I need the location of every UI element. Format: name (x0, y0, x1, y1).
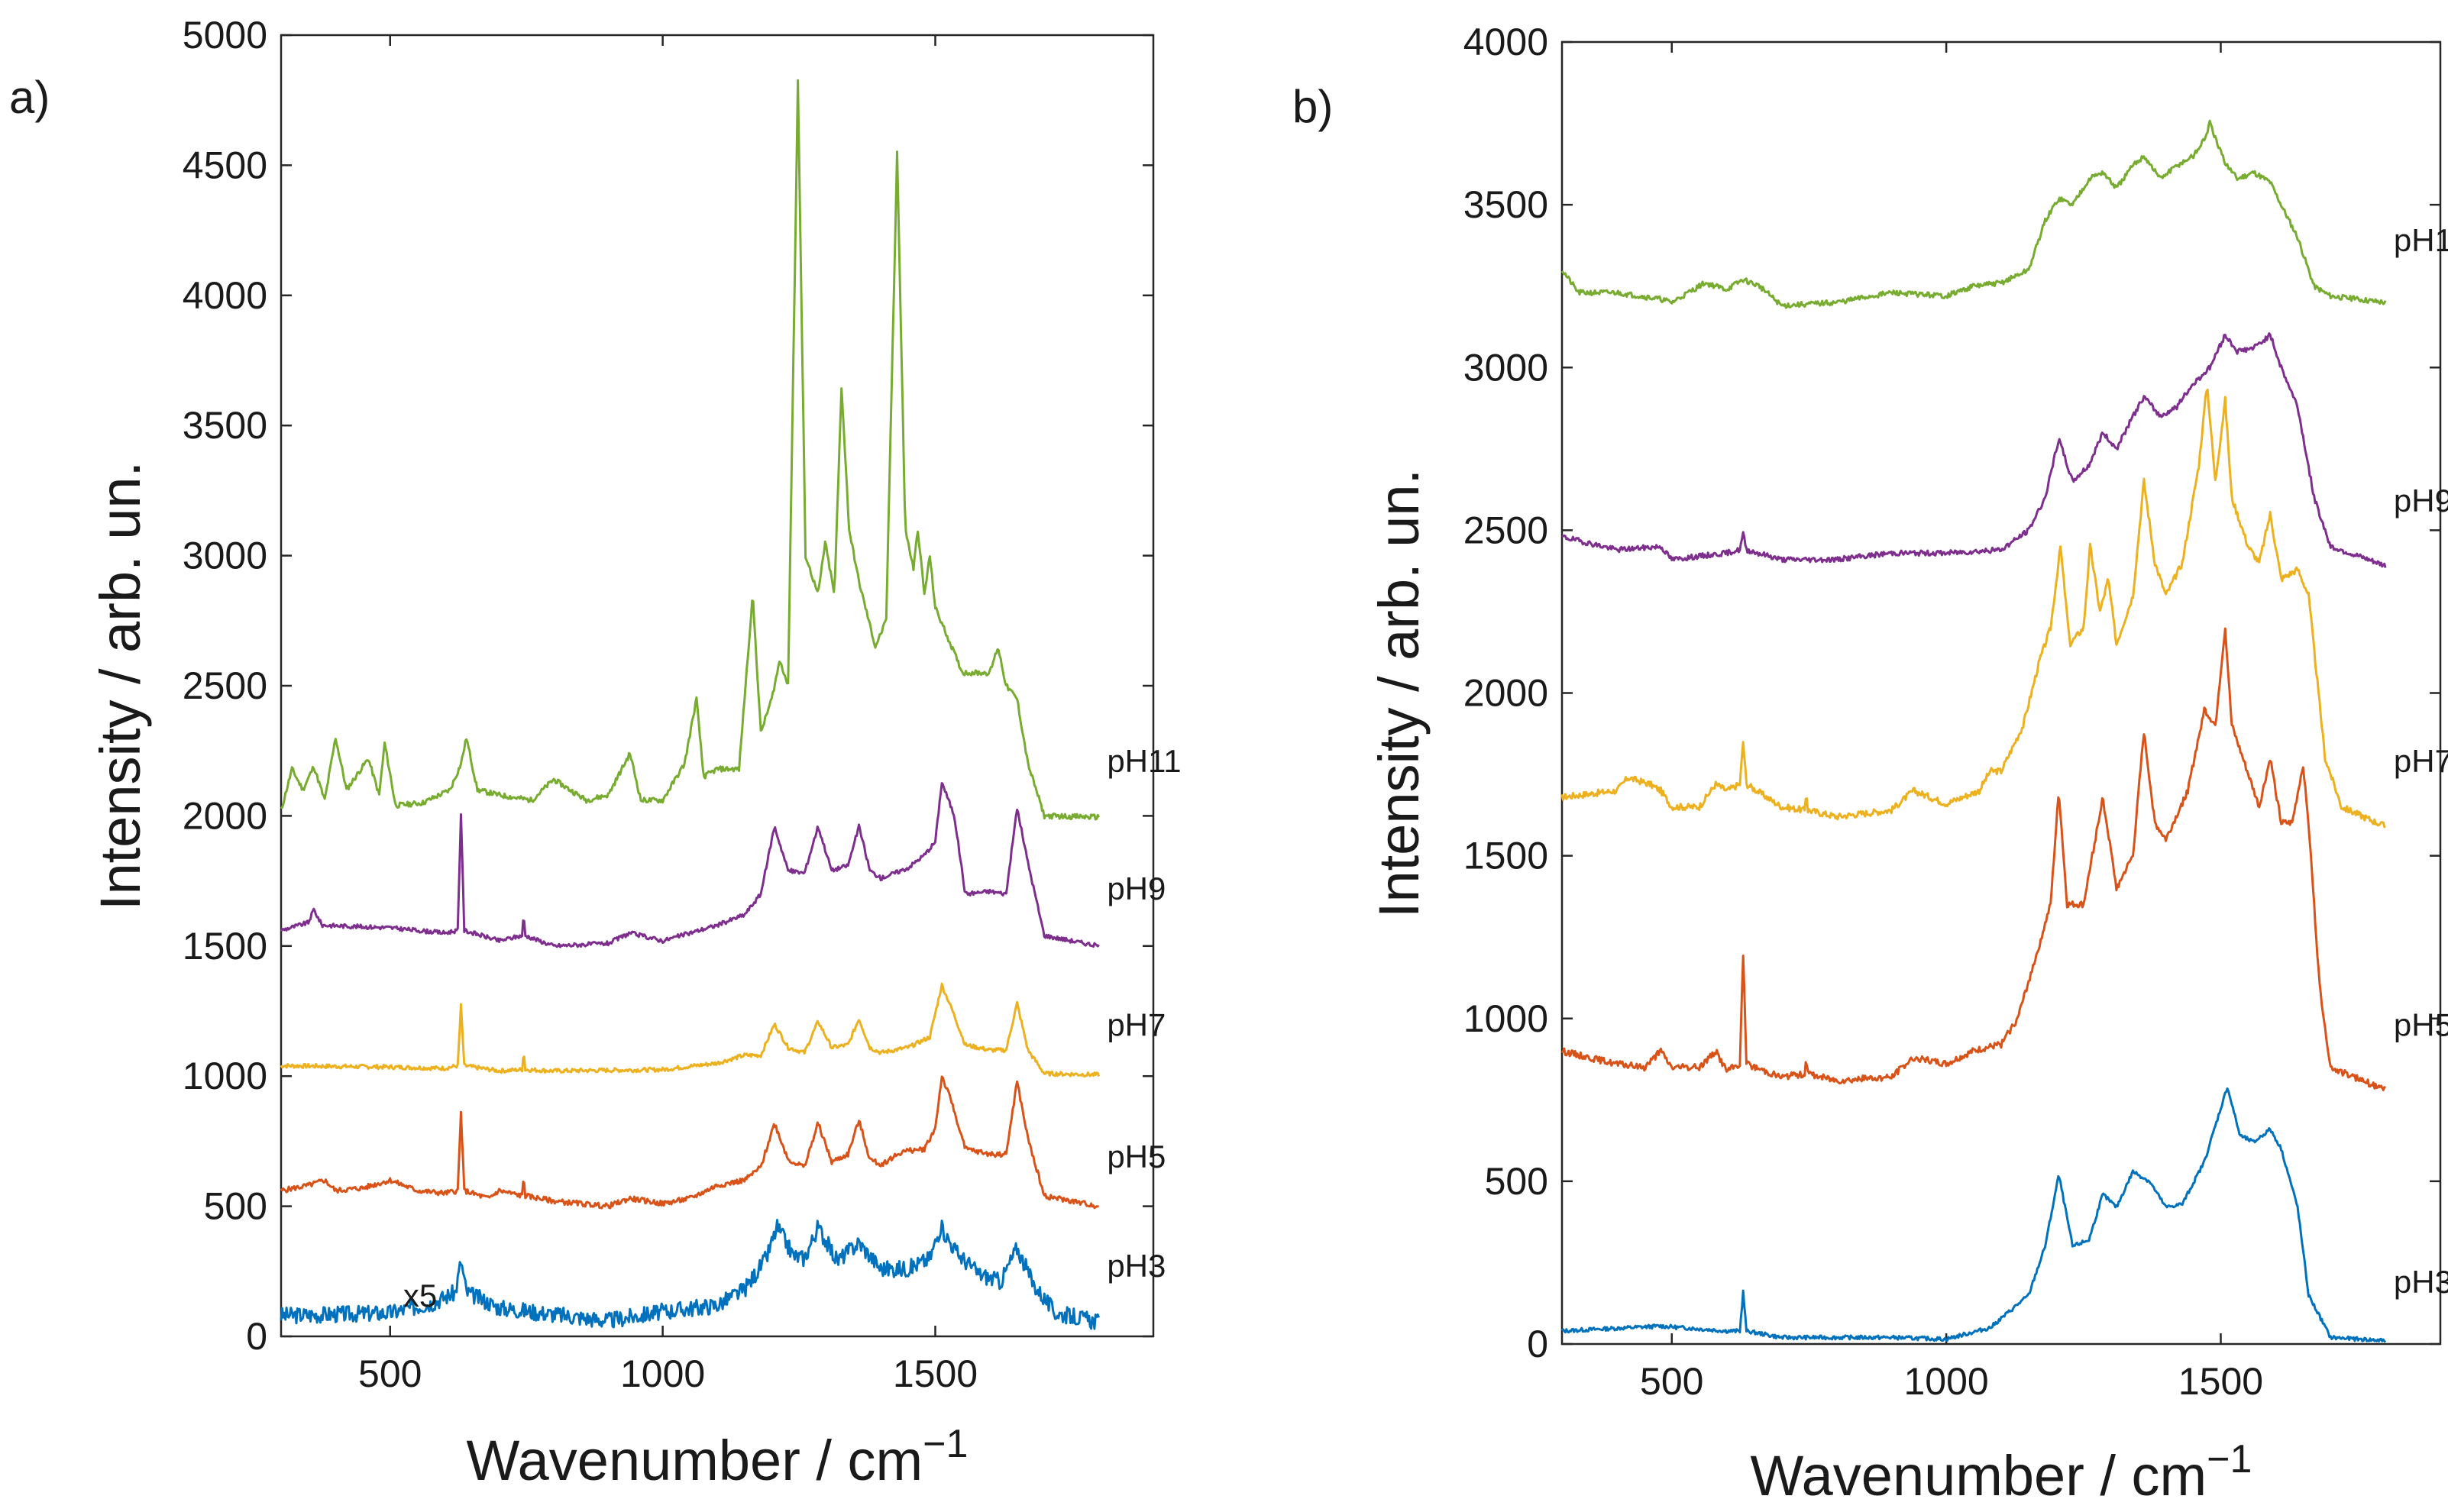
x-tick-label: 1000 (1904, 1360, 1989, 1403)
series-label-ph7: pH7 (1107, 1007, 1166, 1043)
x-axis-label-sup-a: −1 (923, 1422, 968, 1466)
series-line-ph7 (280, 982, 1101, 1078)
x-tick-label: 500 (1640, 1360, 1703, 1403)
y-tick-label: 0 (1527, 1323, 1548, 1365)
x-axis-label-b: Wavenumber / cm−1 (1751, 1437, 2252, 1507)
plot-area-b (1560, 40, 2442, 1346)
x-tick-label: 1500 (2178, 1360, 2263, 1403)
series-labels-a: pH3 pH5 pH7 pH9 pH11 (1107, 743, 1181, 1284)
series-line-ph7 (1560, 389, 2386, 829)
y-axis-label-a: Intensity / arb. un. (89, 461, 152, 910)
x-axis-label-sup-b: −1 (2207, 1437, 2252, 1481)
series-label-ph3: pH3 (2394, 1264, 2448, 1300)
y-tick-labels-b: 0 500 1000 1500 2000 2500 3000 3500 4000 (1463, 21, 1548, 1365)
series-line-ph9 (280, 782, 1100, 948)
x-tick-labels-b: 500 1000 1500 (1640, 1360, 2263, 1403)
y-tick-labels-a: 0 500 1000 1500 2000 2500 3000 3500 4000 4500 5000 (183, 14, 267, 1358)
y-tick-label: 2500 (183, 664, 267, 707)
y-tick-label: 500 (1485, 1160, 1548, 1203)
y-tick-label: 3000 (183, 535, 267, 577)
series-label-ph11: pH11 (1107, 743, 1181, 779)
y-tick-label: 2000 (183, 794, 267, 837)
y-tick-label: 4500 (183, 144, 267, 186)
series-label-ph11: pH11 (2394, 222, 2448, 258)
y-tick-label: 3500 (183, 404, 267, 447)
annotation-label: x5 (403, 1278, 437, 1313)
series-label-ph3: pH3 (1107, 1248, 1166, 1284)
annotations-a: x5 (403, 1278, 437, 1313)
x-tick-label: 1500 (893, 1352, 978, 1395)
y-tick-label: 2500 (1463, 509, 1548, 551)
y-tick-label: 1500 (1463, 835, 1548, 877)
x-axis-label-text-a: Wavenumber / cm (467, 1429, 923, 1492)
panel-label-a: a) (9, 72, 50, 123)
y-tick-label: 3000 (1463, 346, 1548, 389)
axis-ticks-a (281, 34, 1153, 1338)
y-axis-label-b: Intensity / arb. un. (1367, 469, 1431, 918)
series-label-ph5: pH5 (1107, 1139, 1166, 1174)
axis-ticks-b (1562, 40, 2440, 1346)
series-line-ph5 (1560, 627, 2387, 1091)
series-label-ph7: pH7 (2394, 743, 2448, 779)
x-tick-labels-a: 500 1000 1500 (358, 1352, 978, 1395)
series-labels-b: pH3 pH5 pH7 pH9 pH11 (2394, 222, 2448, 1300)
plot-area-a (280, 34, 1155, 1338)
series-label-ph9: pH9 (1107, 871, 1166, 906)
y-tick-label: 3500 (1463, 183, 1548, 226)
y-tick-label: 2000 (1463, 672, 1548, 715)
series-traces-a (280, 79, 1101, 1330)
chart-panel-b: b) 0 500 1000 1500 2000 2500 3000 3500 4000 500 1… (1292, 21, 2448, 1507)
y-tick-label: 5000 (183, 14, 267, 57)
series-label-ph5: pH5 (2394, 1006, 2448, 1042)
series-line-ph9 (1561, 332, 2387, 568)
series-line-ph5 (280, 1075, 1099, 1210)
y-tick-label: 1500 (183, 925, 267, 968)
series-line-ph11 (1560, 119, 2387, 309)
series-line-ph3 (1560, 1087, 2387, 1343)
y-tick-label: 0 (246, 1315, 267, 1358)
x-tick-label: 500 (358, 1352, 422, 1395)
x-axis-label-a: Wavenumber / cm−1 (467, 1422, 969, 1492)
series-line-ph11 (280, 79, 1100, 821)
x-tick-label: 1000 (620, 1352, 705, 1395)
series-label-ph9: pH9 (2394, 483, 2448, 519)
y-tick-label: 4000 (1463, 21, 1548, 63)
series-line-ph3 (280, 1219, 1101, 1330)
panel-label-b: b) (1292, 81, 1333, 132)
y-tick-label: 1000 (183, 1055, 267, 1097)
x-axis-label-text-b: Wavenumber / cm (1751, 1444, 2207, 1507)
y-tick-label: 4000 (183, 274, 267, 317)
y-tick-label: 500 (204, 1185, 267, 1228)
y-tick-label: 1000 (1463, 997, 1548, 1040)
chart-panel-a: a) 0 500 1000 1500 2000 2500 3000 3500 4000 4500 5… (9, 14, 1182, 1492)
series-traces-b (1560, 119, 2387, 1343)
